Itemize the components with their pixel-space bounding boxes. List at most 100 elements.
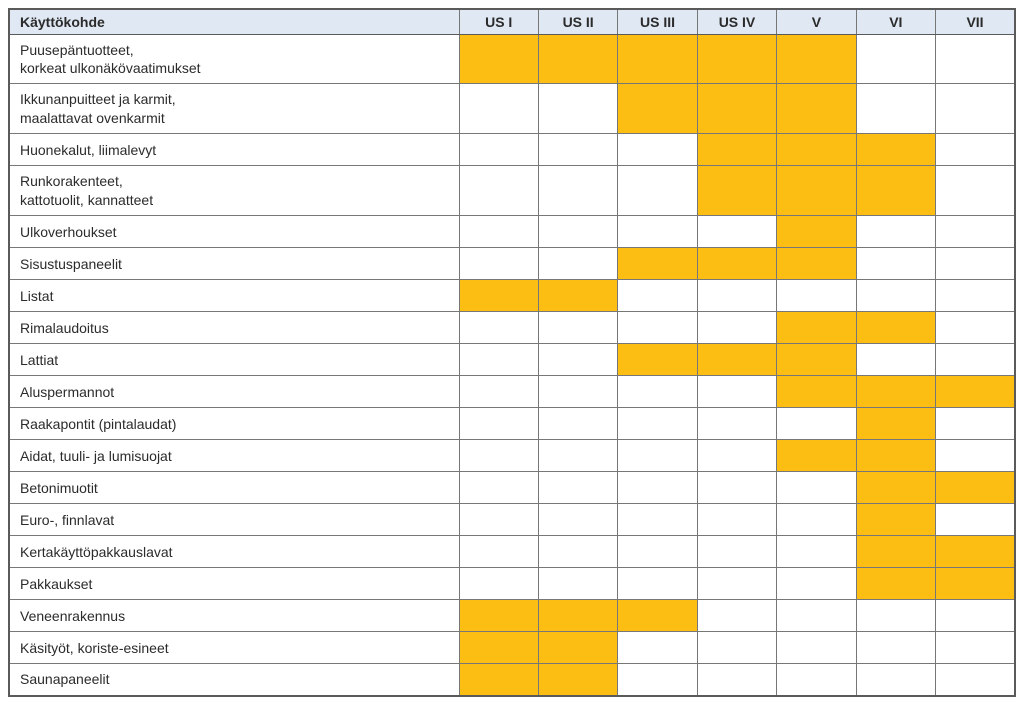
row-label: Aluspermannot — [8, 375, 460, 409]
table-row: Aidat, tuuli- ja lumisuojat — [8, 439, 1016, 473]
grade-cell-empty — [776, 471, 857, 505]
grade-cell-empty — [696, 375, 778, 409]
grade-cell-empty — [537, 535, 619, 569]
grade-cell-empty — [776, 407, 857, 441]
row-label: Rimalaudoitus — [8, 311, 460, 345]
table-row: Ulkoverhoukset — [8, 215, 1016, 249]
grade-cell-marked — [855, 311, 937, 345]
grade-cell-empty — [537, 567, 619, 601]
row-label: Käsityöt, koriste-esineet — [8, 631, 460, 665]
grade-cell-empty — [458, 503, 539, 537]
grade-cell-empty — [458, 439, 539, 473]
grade-cell-marked — [617, 33, 698, 85]
row-label: Pakkaukset — [8, 567, 460, 601]
grade-cell-marked — [696, 247, 778, 281]
grade-cell-empty — [617, 631, 698, 665]
table-row: Kertakäyttöpakkauslavat — [8, 535, 1016, 569]
header-kayttokohde: Käyttökohde — [8, 8, 460, 35]
row-label: Kertakäyttöpakkauslavat — [8, 535, 460, 569]
grade-cell-empty — [696, 471, 778, 505]
header-row: Käyttökohde US I US II US III US IV V VI VII — [8, 8, 1016, 35]
grade-cell-empty — [537, 165, 619, 217]
table-row: Saunapaneelit — [8, 663, 1016, 697]
grade-cell-marked — [935, 535, 1016, 569]
grade-cell-empty — [696, 215, 778, 249]
table-row: Listat — [8, 279, 1016, 313]
grade-cell-marked — [855, 407, 937, 441]
grade-cell-marked — [617, 343, 698, 377]
table-row: Rimalaudoitus — [8, 311, 1016, 345]
grade-cell-empty — [617, 535, 698, 569]
grade-cell-empty — [537, 343, 619, 377]
grade-cell-empty — [855, 215, 937, 249]
row-label: Aidat, tuuli- ja lumisuojat — [8, 439, 460, 473]
grade-cell-marked — [537, 631, 619, 665]
header-grade-us-iv: US IV — [696, 8, 778, 35]
grade-cell-empty — [776, 279, 857, 313]
grade-cell-marked — [776, 215, 857, 249]
grade-cell-empty — [617, 471, 698, 505]
table-row: Euro-, finnlavat — [8, 503, 1016, 537]
table-body: Puusepäntuotteet, korkeat ulkonäkövaatim… — [8, 33, 1016, 697]
grade-cell-empty — [935, 311, 1016, 345]
grade-cell-empty — [696, 503, 778, 537]
grade-cell-empty — [458, 343, 539, 377]
grade-cell-marked — [617, 599, 698, 633]
header-grade-us-iii: US III — [617, 8, 698, 35]
grade-cell-empty — [696, 567, 778, 601]
grade-cell-empty — [696, 439, 778, 473]
table-row: Sisustuspaneelit — [8, 247, 1016, 281]
grade-cell-marked — [776, 343, 857, 377]
grade-cell-empty — [776, 663, 857, 697]
grade-cell-marked — [776, 165, 857, 217]
grade-cell-empty — [458, 247, 539, 281]
grade-cell-empty — [537, 247, 619, 281]
grade-cell-marked — [855, 471, 937, 505]
row-label: Runkorakenteet, kattotuolit, kannatteet — [8, 165, 460, 217]
grade-cell-marked — [537, 663, 619, 697]
grade-cell-empty — [776, 567, 857, 601]
grade-cell-empty — [696, 535, 778, 569]
grade-cell-marked — [935, 567, 1016, 601]
row-label: Raakapontit (pintalaudat) — [8, 407, 460, 441]
grade-cell-empty — [537, 407, 619, 441]
grade-cell-marked — [537, 599, 619, 633]
grade-cell-marked — [537, 279, 619, 313]
grade-cell-marked — [776, 33, 857, 85]
row-label: Ulkoverhoukset — [8, 215, 460, 249]
row-label: Saunapaneelit — [8, 663, 460, 697]
grade-cell-empty — [458, 133, 539, 167]
grade-cell-empty — [458, 407, 539, 441]
grade-cell-marked — [776, 375, 857, 409]
header-grade-v: V — [776, 8, 857, 35]
grade-cell-marked — [696, 133, 778, 167]
grade-cell-empty — [458, 83, 539, 135]
grade-cell-empty — [935, 407, 1016, 441]
grade-cell-marked — [776, 247, 857, 281]
grade-cell-empty — [537, 439, 619, 473]
row-label: Ikkunanpuitteet ja karmit, maalattavat o… — [8, 83, 460, 135]
table-row: Huonekalut, liimalevyt — [8, 133, 1016, 167]
grade-cell-marked — [458, 33, 539, 85]
grade-cell-marked — [696, 343, 778, 377]
grade-cell-empty — [537, 375, 619, 409]
grade-cell-marked — [458, 631, 539, 665]
grade-cell-empty — [458, 215, 539, 249]
table-row: Veneenrakennus — [8, 599, 1016, 633]
header-grade-us-i: US I — [458, 8, 539, 35]
grade-cell-empty — [458, 165, 539, 217]
grade-cell-empty — [458, 471, 539, 505]
grade-cell-empty — [617, 279, 698, 313]
grade-cell-marked — [935, 375, 1016, 409]
grade-cell-empty — [617, 439, 698, 473]
grade-cell-marked — [458, 599, 539, 633]
grade-cell-empty — [617, 311, 698, 345]
grade-cell-empty — [617, 567, 698, 601]
grade-cell-empty — [935, 165, 1016, 217]
grade-cell-empty — [617, 375, 698, 409]
row-label: Huonekalut, liimalevyt — [8, 133, 460, 167]
grade-cell-marked — [776, 439, 857, 473]
header-grade-vi: VI — [855, 8, 937, 35]
grade-cell-empty — [855, 33, 937, 85]
grade-cell-empty — [458, 375, 539, 409]
